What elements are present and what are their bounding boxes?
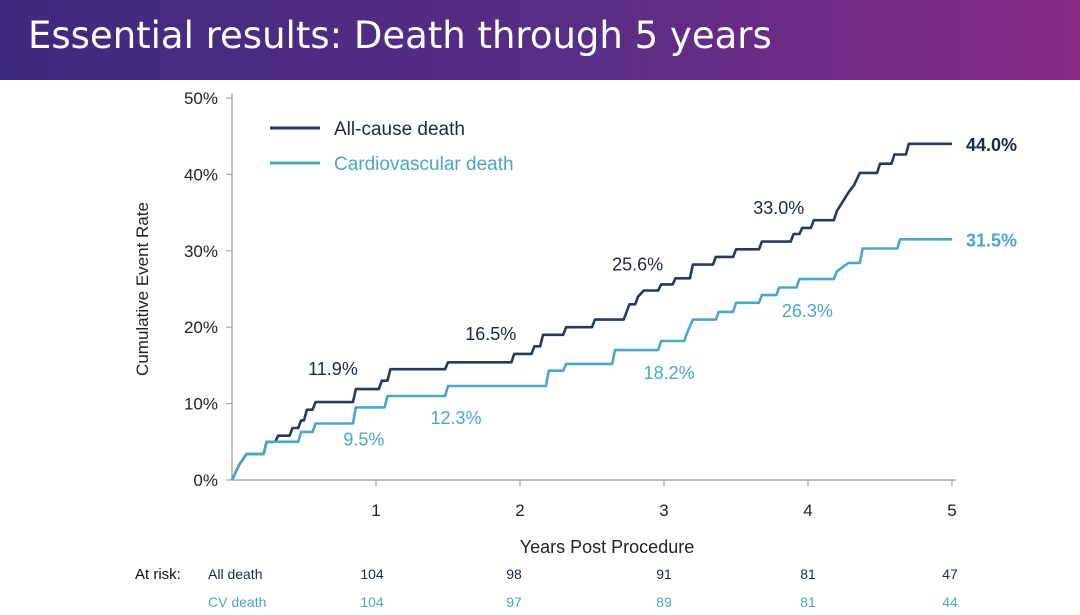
data-label: 9.5% bbox=[343, 429, 384, 449]
x-tick-label: 2 bbox=[515, 501, 524, 520]
at-risk-count: 91 bbox=[656, 566, 672, 582]
at-risk-count: 81 bbox=[800, 566, 816, 582]
title-bar: Essential results: Death through 5 years bbox=[0, 0, 1080, 80]
y-tick-label: 40% bbox=[184, 165, 218, 184]
data-label: 16.5% bbox=[465, 324, 516, 344]
data-label: 12.3% bbox=[430, 408, 481, 428]
data-label: 44.0% bbox=[966, 135, 1017, 155]
series-line-all-cause-death bbox=[230, 142, 952, 481]
data-label: 11.9% bbox=[308, 359, 358, 379]
at-risk-label: At risk: bbox=[135, 566, 181, 583]
x-tick-label: 1 bbox=[371, 501, 380, 520]
at-risk-row-name: CV death bbox=[208, 594, 267, 610]
x-tick-label: 3 bbox=[659, 501, 668, 520]
y-tick-label: 10% bbox=[184, 395, 218, 414]
data-label: 26.3% bbox=[782, 301, 833, 321]
at-risk-count: 89 bbox=[656, 594, 672, 610]
data-label: 33.0% bbox=[753, 198, 804, 218]
x-axis-title: Years Post Procedure bbox=[520, 537, 694, 557]
legend-label: Cardiovascular death bbox=[334, 154, 514, 175]
y-tick-label: 20% bbox=[184, 318, 218, 337]
at-risk-row-all-death: At risk: All death 104 98 91 81 47 bbox=[0, 566, 1080, 586]
series-line-cardiovascular-death bbox=[230, 238, 952, 481]
chart-lines bbox=[230, 142, 952, 481]
at-risk-count: 98 bbox=[506, 566, 522, 582]
data-label: 25.6% bbox=[612, 254, 663, 274]
y-tick-label: 50% bbox=[184, 89, 218, 108]
x-tick-label: 4 bbox=[803, 501, 812, 520]
at-risk-row-cv-death: CV death 104 97 89 81 44 bbox=[0, 594, 1080, 614]
y-tick-label: 30% bbox=[184, 242, 218, 261]
at-risk-count: 44 bbox=[942, 594, 958, 610]
kaplan-meier-chart: 0% 10% 20% 30% 40% 50% 1 2 3 4 5 Years Post Procedu… bbox=[133, 89, 1017, 557]
at-risk-count: 104 bbox=[360, 566, 384, 582]
data-label: 31.5% bbox=[966, 230, 1017, 250]
slide-title: Essential results: Death through 5 years bbox=[28, 14, 772, 57]
at-risk-count: 104 bbox=[360, 594, 384, 610]
chart-labels: All-cause death Cardiovascular death 11.9%… bbox=[270, 119, 1017, 449]
legend-label: All-cause death bbox=[334, 119, 465, 140]
at-risk-count: 81 bbox=[800, 594, 816, 610]
y-tick-label: 0% bbox=[193, 471, 218, 490]
at-risk-count: 97 bbox=[506, 594, 522, 610]
data-label: 18.2% bbox=[644, 363, 695, 383]
at-risk-count: 47 bbox=[942, 566, 958, 582]
chart-axes: 0% 10% 20% 30% 40% 50% 1 2 3 4 5 Years Post Procedu… bbox=[133, 89, 957, 557]
y-axis-title: Cumulative Event Rate bbox=[133, 202, 152, 376]
x-tick-label: 5 bbox=[947, 501, 956, 520]
at-risk-row-name: All death bbox=[208, 566, 263, 582]
